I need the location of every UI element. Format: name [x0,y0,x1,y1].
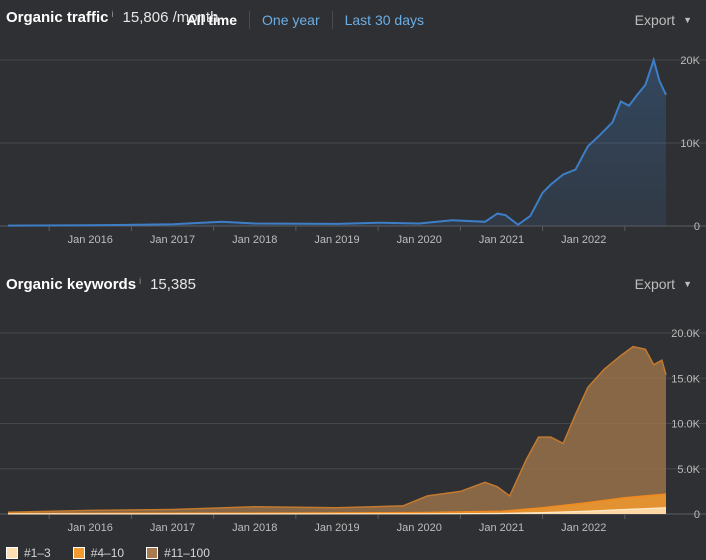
checkbox-icon [72,547,85,559]
x-tick-label: Jan 2022 [561,522,606,534]
y-tick-label: 0 [694,221,700,233]
x-tick-label: Jan 2016 [68,522,113,534]
traffic-area [8,60,666,226]
kw-line-1-3 [7,507,667,515]
y-tick-label: 20K [680,55,700,67]
range-divider [249,11,251,29]
kw-line-4-10 [7,493,667,515]
x-tick-label: Jan 2020 [397,234,442,246]
checkbox-icon [146,547,159,559]
checkbox-icon [6,547,18,559]
x-tick-label: Jan 2016 [68,234,113,246]
traffic-chart: 20K 10K 0 Jan 2016 Jan 2017 Jan 2018 Jan 2019… [0,55,706,246]
export-label: Export [634,12,676,28]
x-tick-label: Jan 2018 [232,522,277,534]
traffic-export-button[interactable]: Export ▼ [635,12,692,28]
keywords-title: Organic keywords [6,276,137,293]
keywords-value: 15,385 [150,276,196,293]
y-tick-label: 15.0K [671,373,700,385]
y-tick-label: 10K [680,138,700,150]
range-all-time[interactable]: All time [186,12,238,28]
keywords-header: Organic keywords i 15,385 [6,276,196,293]
x-tick-label: Jan 2018 [232,234,277,246]
export-label: Export [634,276,676,292]
chevron-down-icon: ▼ [683,279,692,289]
keywords-info-icon[interactable]: i [139,276,142,286]
kw-area-11-100 [8,346,666,514]
y-tick-label: 10.0K [671,419,700,431]
range-one-year[interactable]: One year [262,12,320,28]
x-tick-label: Jan 2020 [397,522,442,534]
x-tick-label: Jan 2019 [314,522,359,534]
traffic-line [7,56,667,227]
legend-item-1-3[interactable]: #1–3 [6,546,51,560]
kw-area-1-3 [8,507,666,514]
legend-label: #4–10 [90,546,125,560]
range-last-30-days[interactable]: Last 30 days [344,12,424,28]
x-tick-label: Jan 2021 [479,522,524,534]
x-tick-label: Jan 2019 [314,234,359,246]
keywords-legend: #1–3 #4–10 #11–100 [6,546,232,560]
x-tick-label: Jan 2021 [479,234,524,246]
traffic-header: Organic traffic i 15,806 /month [6,9,218,26]
x-tick-label: Jan 2017 [150,522,195,534]
keywords-export-button[interactable]: Export ▼ [635,276,692,292]
legend-item-4-10[interactable]: #4–10 [72,546,125,560]
kw-line-11-100 [7,345,667,513]
time-range-selector: All time One year Last 30 days [174,11,436,29]
range-divider [331,11,333,29]
y-tick-label: 20.0K [671,328,700,340]
traffic-title: Organic traffic [6,9,109,26]
traffic-value: 15,806 /month [122,9,219,26]
traffic-info-icon[interactable]: i [111,9,114,19]
y-tick-label: 0 [694,509,700,521]
legend-item-11-100[interactable]: #11–100 [146,546,210,560]
y-tick-label: 5.0K [677,464,700,476]
keywords-chart: 20.0K 15.0K 10.0K 5.0K 0 Jan 2016 Jan 2017 Jan… [0,328,706,534]
x-tick-label: Jan 2017 [150,234,195,246]
chevron-down-icon: ▼ [683,15,692,25]
legend-label: #1–3 [24,546,51,560]
legend-label: #11–100 [164,546,210,560]
x-tick-label: Jan 2022 [561,234,606,246]
